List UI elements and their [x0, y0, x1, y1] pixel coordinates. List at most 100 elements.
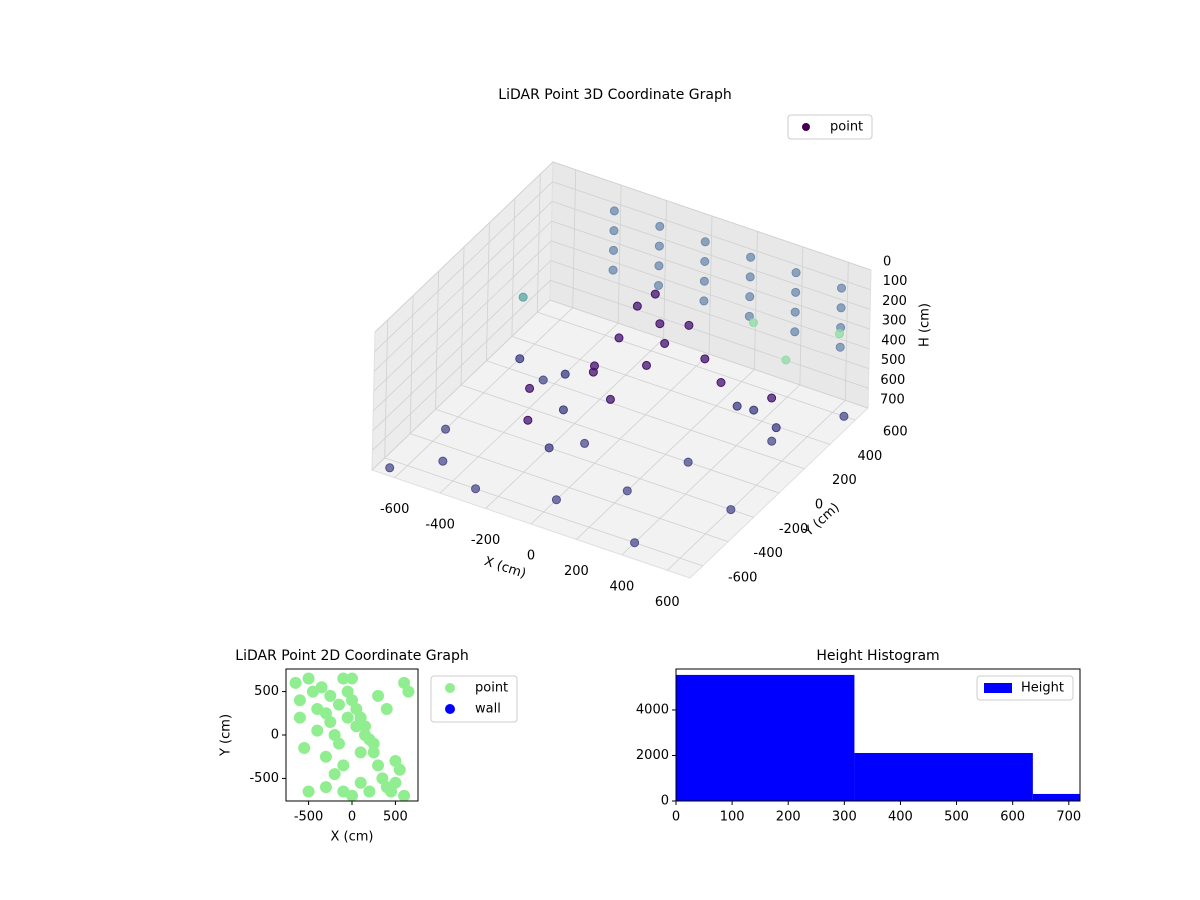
x-tick-label: 400: [888, 810, 913, 825]
x-tick-label: 0: [527, 549, 535, 564]
legend-box: [976, 675, 1074, 701]
grid-line: [435, 271, 439, 410]
plot-area: [676, 674, 1080, 801]
x-tick-label: 300: [832, 810, 857, 825]
grid-line: [374, 161, 554, 333]
y-tick-label: -600: [728, 570, 758, 585]
legend-label: Height: [1021, 681, 1064, 696]
point: [332, 737, 345, 750]
point: [302, 672, 315, 685]
point: [359, 729, 372, 741]
grid-line: [410, 433, 729, 542]
grid-line: [409, 295, 414, 434]
point: [293, 711, 306, 724]
grid-line: [537, 311, 856, 421]
point: [699, 276, 709, 286]
point: [350, 720, 363, 733]
y-tick-label: -500: [249, 771, 279, 786]
grid-line: [844, 262, 849, 401]
x-tick-label: 600: [655, 595, 680, 610]
point: [748, 318, 758, 328]
point: [289, 676, 302, 689]
point: [700, 354, 710, 364]
point: [790, 307, 800, 317]
point: [518, 292, 528, 302]
z-axis-label: H (cm): [918, 303, 933, 347]
point: [835, 342, 845, 352]
point: [328, 768, 341, 781]
grid-line: [371, 299, 551, 471]
x-tick-label: 200: [776, 810, 801, 825]
bar: [676, 674, 855, 801]
point: [654, 261, 664, 271]
z-tick-label: 0: [883, 255, 891, 270]
grid-line: [511, 198, 516, 337]
grid-line: [551, 240, 870, 350]
point: [311, 724, 324, 737]
x-tick-label: 400: [609, 579, 634, 594]
point: [560, 369, 570, 379]
x-tick-label: 700: [1056, 810, 1081, 825]
grid-line: [373, 240, 552, 412]
point: [380, 702, 393, 715]
point: [525, 383, 535, 393]
z-tick-label: 700: [880, 393, 905, 408]
chart-title: LiDAR Point 2D Coordinate Graph: [235, 648, 468, 664]
point: [835, 329, 844, 339]
axes-frame: [675, 668, 1081, 802]
y-tick-label: 600: [883, 425, 908, 440]
grid-line: [486, 222, 490, 361]
point: [684, 320, 694, 330]
grid-line: [373, 220, 552, 392]
point: [588, 367, 598, 377]
x-tick-label: 500: [944, 810, 969, 825]
y-tick-label: 200: [832, 473, 857, 488]
z-tick-label: 500: [881, 353, 906, 368]
point: [699, 296, 709, 306]
x-axis-label: X (cm): [331, 830, 374, 845]
legend-label: point: [830, 120, 863, 135]
grid-line: [435, 408, 754, 518]
point: [319, 781, 332, 794]
x-tick-label: 100: [720, 810, 745, 825]
point: [767, 393, 777, 403]
y-tick-label: 0: [271, 728, 279, 743]
legend-marker: [802, 123, 810, 131]
point: [367, 737, 380, 750]
grid-line: [550, 260, 869, 369]
point: [302, 785, 315, 798]
point: [744, 311, 754, 321]
grid-line: [549, 299, 869, 409]
grid-line: [551, 220, 870, 330]
y-axis-label: Y (cm): [219, 714, 234, 757]
y-tick-label: 2000: [636, 748, 669, 763]
point: [346, 789, 358, 801]
legend-box: [787, 114, 873, 140]
z-tick-label: 300: [882, 314, 907, 329]
grid-line: [374, 181, 553, 353]
grid-line: [708, 215, 713, 355]
point: [538, 375, 548, 385]
point: [438, 456, 448, 466]
chart-title: Height Histogram: [816, 648, 939, 664]
y-tick-label: -200: [779, 522, 809, 537]
point: [354, 746, 367, 759]
grid-line: [384, 319, 389, 458]
point: [385, 463, 395, 473]
point: [324, 715, 337, 728]
y-tick-label: 400: [857, 449, 882, 464]
point: [642, 360, 651, 370]
grid-line: [372, 260, 552, 431]
z-tick-label: 100: [883, 274, 908, 289]
y-tick-label: 0: [815, 498, 823, 513]
point: [402, 685, 415, 698]
point: [655, 221, 665, 231]
point: [700, 257, 710, 266]
grid-line: [552, 161, 872, 271]
grid-line: [552, 181, 871, 291]
z-tick-label: 200: [882, 294, 907, 309]
point: [332, 698, 345, 711]
y-tick-label: 500: [254, 684, 279, 699]
z-tick-label: 400: [881, 333, 906, 348]
point: [337, 672, 350, 685]
